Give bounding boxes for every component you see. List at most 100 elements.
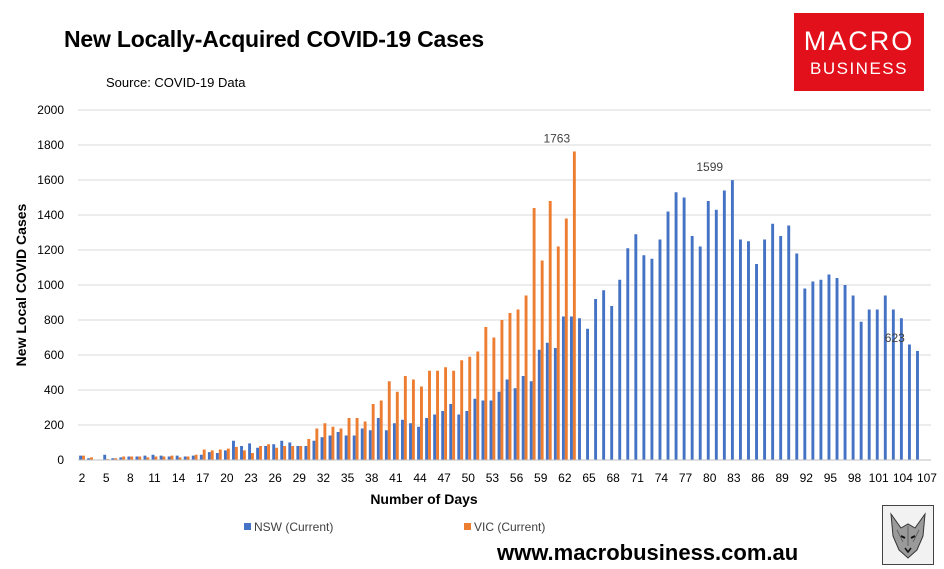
bar-nsw [545, 342, 549, 460]
x-tick-label: 53 [486, 471, 500, 485]
bar-vic [323, 423, 327, 460]
x-tick-label: 32 [317, 471, 331, 485]
bar-nsw [891, 309, 895, 460]
bar-nsw [79, 455, 83, 460]
x-tick-label: 104 [893, 471, 913, 485]
bar-vic [251, 453, 254, 460]
bar-vic [548, 201, 552, 460]
x-tick-label: 17 [196, 471, 210, 485]
bar-vic [355, 418, 359, 460]
x-tick-label: 59 [534, 471, 548, 485]
x-tick-label: 23 [244, 471, 258, 485]
bar-nsw [280, 440, 284, 460]
bar-vic [218, 449, 222, 460]
bar-nsw [207, 452, 211, 460]
bar-nsw [497, 391, 501, 460]
x-tick-label: 29 [293, 471, 307, 485]
bar-nsw [787, 225, 791, 460]
bar-nsw [521, 376, 525, 460]
bar-nsw [658, 239, 662, 460]
bar-vic [90, 457, 93, 460]
bar-nsw [899, 318, 903, 460]
bar-nsw [199, 454, 203, 460]
x-tick-label: 95 [824, 471, 838, 485]
bar-nsw [320, 437, 324, 460]
bar-vic [500, 320, 504, 460]
bar-nsw [722, 190, 726, 460]
bar-nsw [256, 447, 260, 460]
x-tick-label: 44 [413, 471, 427, 485]
bar-vic [492, 337, 496, 460]
x-tick-label: 62 [558, 471, 572, 485]
bar-vic [428, 370, 431, 460]
legend-label-nsw: NSW (Current) [254, 520, 333, 534]
bar-vic [347, 418, 351, 460]
bar-vic [371, 404, 375, 460]
x-tick-label: 8 [127, 471, 134, 485]
bar-nsw [738, 239, 742, 460]
x-tick-label: 98 [848, 471, 862, 485]
bar-vic [532, 208, 536, 460]
bar-nsw [602, 290, 606, 460]
bar-nsw [594, 299, 598, 460]
bar-nsw [529, 381, 533, 460]
y-tick-label: 2000 [37, 103, 64, 117]
bar-nsw [328, 435, 332, 460]
bar-nsw [240, 446, 243, 460]
bar-nsw [111, 458, 115, 460]
bar-nsw [730, 180, 734, 461]
x-tick-label: 26 [268, 471, 282, 485]
website-url: www.macrobusiness.com.au [497, 540, 799, 565]
bar-nsw [392, 423, 396, 460]
x-tick-label: 107 [917, 471, 937, 485]
chart-title: New Locally-Acquired COVID-19 Cases [64, 26, 484, 52]
bar-nsw [537, 349, 541, 460]
chart-gridlines [78, 109, 931, 426]
data-label: 1599 [696, 160, 723, 174]
bar-vic [202, 449, 206, 460]
bar-nsw [272, 444, 276, 460]
x-tick-label: 38 [365, 471, 379, 485]
bar-vic [82, 455, 85, 460]
bar-nsw [103, 454, 107, 460]
bar-nsw [264, 446, 268, 460]
bar-nsw [304, 446, 308, 460]
bar-nsw [811, 281, 815, 460]
chart-annotations: 1763 1599 623 [543, 131, 905, 345]
bar-nsw [771, 223, 775, 460]
bar-nsw [175, 455, 179, 460]
x-tick-label: 83 [727, 471, 741, 485]
logo-line-1: MACRO [803, 26, 915, 56]
bar-nsw [642, 255, 646, 460]
bar-nsw [151, 454, 155, 460]
bar-nsw [706, 201, 710, 460]
y-tick-label: 1200 [37, 243, 64, 257]
x-tick-label: 92 [800, 471, 814, 485]
bar-vic [508, 313, 512, 460]
bar-nsw [449, 404, 453, 460]
bar-vic [162, 456, 166, 460]
y-tick-label: 1400 [37, 208, 64, 222]
bar-nsw [223, 450, 227, 460]
legend-swatch-nsw [244, 523, 251, 530]
bar-nsw [570, 316, 573, 460]
bar-vic [299, 446, 303, 460]
bar-vic [114, 458, 118, 460]
x-tick-label: 20 [220, 471, 234, 485]
bar-nsw [215, 453, 219, 460]
x-tick-label: 89 [775, 471, 789, 485]
bar-vic [267, 444, 271, 460]
x-tick-label: 11 [148, 471, 161, 485]
bar-nsw [248, 443, 252, 460]
y-axis-ticks: 0 200 400 600 800 1000 1200 1400 1600 1800 2000 [37, 103, 64, 467]
data-label: 623 [885, 331, 905, 345]
bar-vic [572, 151, 576, 460]
bar-nsw [674, 192, 678, 460]
bar-vic [146, 457, 150, 460]
bar-nsw [489, 400, 493, 460]
x-tick-label: 50 [462, 471, 476, 485]
bar-vic [291, 446, 295, 460]
y-tick-label: 1800 [37, 138, 64, 152]
bar-vic [275, 447, 279, 460]
